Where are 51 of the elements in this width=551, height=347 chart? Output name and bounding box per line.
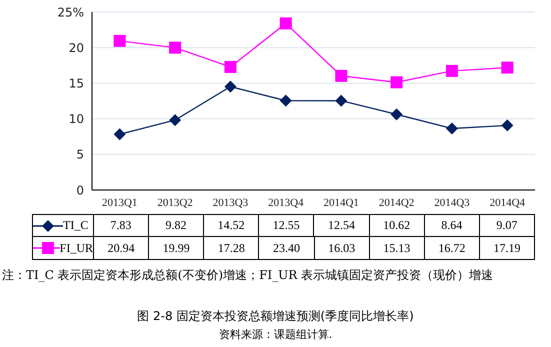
y-tick-label: 20	[68, 40, 84, 55]
point	[446, 122, 458, 134]
point	[169, 114, 182, 126]
text: 图 2-8 固定资本投资总额增速预测(季度同比增长率)	[136, 308, 415, 325]
legend-label: TI_C	[63, 218, 88, 233]
data-label: 15.13	[370, 237, 425, 259]
point	[446, 64, 458, 77]
text: 注：TI_C 表示固定资本形成总额(不变价)增速；FI_UR 表示城镇固定资产投资（现价）增速	[2, 267, 494, 284]
y-tick-label: 15	[68, 76, 84, 90]
y-tick-label: 5	[76, 148, 84, 162]
data-label: 12.55	[259, 215, 314, 236]
data-label: 8.64	[424, 215, 480, 236]
point	[224, 60, 236, 73]
point	[169, 42, 182, 54]
y-tick-label: 0	[76, 183, 84, 198]
y-tick-label: 25%	[57, 5, 84, 20]
point	[114, 34, 126, 47]
point	[390, 76, 403, 88]
data-label: 10.62	[370, 215, 425, 236]
data-label: 12.54	[314, 215, 370, 236]
data-label: 7.83	[94, 215, 149, 236]
point	[501, 119, 514, 132]
data-label: 23.40	[259, 237, 314, 259]
x-tick-label: 2014Q4	[490, 196, 526, 209]
legend-label: FI_UR	[60, 240, 93, 256]
data-label: 16.03	[314, 237, 370, 259]
point	[114, 128, 126, 140]
y-tick-label: 10	[68, 112, 84, 126]
point	[335, 94, 348, 107]
data-label: 9.82	[148, 215, 204, 236]
point	[501, 62, 514, 74]
data-label: 19.99	[149, 237, 204, 259]
data-label: 16.72	[424, 237, 480, 259]
point	[335, 70, 348, 82]
x-tick-label: 2013Q4	[268, 196, 304, 209]
x-tick-label: 2013Q2	[157, 196, 193, 209]
text: 资料来源：课题组计算.	[218, 327, 334, 342]
point	[280, 94, 292, 107]
point	[390, 108, 403, 120]
x-tick-label: 2014Q3	[434, 196, 470, 209]
x-tick-label: 2014Q2	[378, 196, 414, 209]
data-label: 14.52	[204, 215, 260, 236]
data-label: 20.94	[94, 237, 150, 259]
x-tick-label: 2013Q3	[212, 196, 249, 209]
data-label: 17.28	[204, 237, 260, 259]
x-tick-label: 2014Q1	[323, 196, 359, 209]
point	[224, 80, 236, 93]
point	[280, 17, 292, 30]
x-tick-label: 2013Q1	[102, 196, 138, 209]
data-label: 17.19	[480, 237, 535, 259]
data-label: 9.07	[480, 215, 535, 236]
